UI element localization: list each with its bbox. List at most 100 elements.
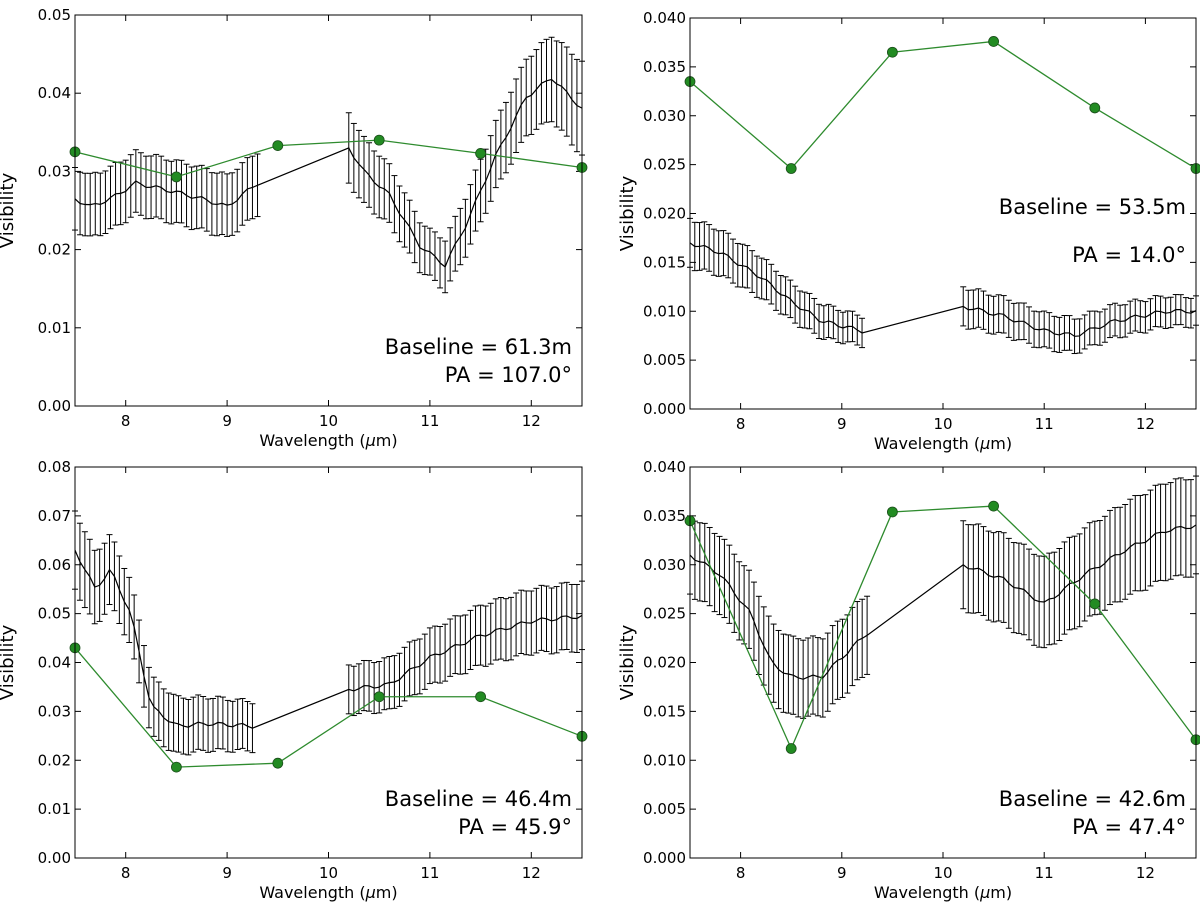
panel-4-xlabel: Wavelength (μm)	[874, 883, 1012, 902]
y-tick-label: 0.035	[643, 507, 686, 525]
xlabel-text: Wavelength (	[874, 434, 980, 453]
panel-3-frame	[74, 466, 583, 859]
model-line	[74, 647, 583, 768]
model-point	[475, 148, 487, 159]
x-tick-label: 11	[1035, 864, 1054, 882]
y-tick-label: 0.040	[643, 9, 686, 27]
y-tick-label: 0.02	[38, 751, 71, 769]
y-tick-label: 0.015	[643, 253, 686, 271]
panel-4-ylabel: Visibility	[617, 624, 638, 700]
observed-line	[689, 524, 1197, 680]
x-tick-label: 12	[1136, 864, 1155, 882]
y-tick-label: 0.01	[38, 319, 71, 337]
xlabel-mu: μ	[365, 883, 376, 902]
y-tick-label: 0.030	[643, 107, 686, 125]
panel-2: Baseline = 53.5m PA = 14.0° Wavelength (…	[617, 9, 1200, 453]
model-line	[689, 40, 1197, 170]
x-tick-label: 8	[121, 864, 131, 882]
y-tick-label: 0.005	[643, 800, 686, 818]
model-point	[475, 691, 487, 703]
model-point	[373, 134, 385, 146]
x-tick-label: 8	[736, 415, 746, 433]
model-point	[988, 500, 999, 512]
model-point	[272, 757, 284, 769]
model-line	[689, 505, 1197, 751]
x-tick-label: 8	[121, 412, 131, 430]
model-point	[1089, 102, 1101, 114]
xlabel-text: Wavelength (	[874, 883, 980, 902]
y-tick-label: 0.020	[643, 654, 686, 672]
model-point	[887, 506, 898, 518]
xlabel-mu: μ	[365, 431, 376, 450]
model-point	[988, 36, 999, 47]
x-tick-label: 11	[420, 412, 439, 430]
xlabel-unit: m)	[376, 883, 398, 902]
xlabel-mu: μ	[979, 434, 990, 453]
xlabel-mu: μ	[979, 883, 990, 902]
panel-1-ylabel: Visibility	[0, 172, 18, 248]
y-tick-label: 0.010	[643, 751, 686, 769]
x-tick-label: 12	[522, 412, 541, 430]
xlabel-unit: m)	[990, 883, 1012, 902]
model-point	[1089, 598, 1101, 610]
panel-2-baseline: Baseline = 53.5m	[999, 195, 1186, 219]
x-tick-label: 9	[837, 864, 847, 882]
y-tick-label: 0.00	[38, 397, 71, 415]
model-point	[887, 46, 898, 58]
panel-2-xlabel: Wavelength (μm)	[874, 434, 1012, 453]
y-tick-label: 0.025	[643, 605, 686, 623]
panel-1-frame	[74, 14, 583, 407]
model-point	[785, 163, 797, 174]
x-tick-label: 9	[837, 415, 847, 433]
model-point	[373, 691, 385, 703]
y-tick-label: 0.05	[38, 6, 71, 24]
panel-4-pa: PA = 47.4°	[1072, 815, 1186, 839]
y-tick-label: 0.08	[38, 458, 71, 476]
panel-1-xlabel: Wavelength (μm)	[259, 431, 397, 450]
xlabel-unit: m)	[990, 434, 1012, 453]
x-tick-label: 9	[222, 864, 232, 882]
panel-2-frame	[689, 17, 1197, 410]
model-point	[170, 761, 182, 773]
x-tick-label: 10	[319, 864, 338, 882]
model-point	[170, 171, 182, 183]
y-tick-label: 0.06	[38, 556, 71, 574]
panel-4-frame	[689, 466, 1197, 859]
x-tick-label: 10	[933, 415, 952, 433]
y-tick-label: 0.00	[38, 849, 71, 867]
x-tick-label: 10	[319, 412, 338, 430]
model-point	[272, 140, 284, 151]
y-tick-label: 0.000	[643, 849, 686, 867]
panel-4: Baseline = 42.6m PA = 47.4° Wavelength (…	[617, 458, 1200, 902]
panel-2-ylabel: Visibility	[617, 175, 638, 251]
y-tick-label: 0.04	[38, 654, 71, 672]
observed-line	[74, 549, 583, 729]
y-tick-label: 0.03	[38, 162, 71, 180]
panel-3-ylabel: Visibility	[0, 624, 18, 700]
x-tick-label: 12	[1136, 415, 1155, 433]
observed-line	[689, 242, 1197, 337]
y-tick-label: 0.07	[38, 507, 71, 525]
panel-3: Baseline = 46.4m PA = 45.9° Wavelength (…	[0, 458, 588, 902]
x-tick-label: 10	[933, 864, 952, 882]
y-tick-label: 0.020	[643, 205, 686, 223]
x-tick-label: 11	[420, 864, 439, 882]
panel-1: Baseline = 61.3m PA = 107.0° Wavelength …	[0, 6, 588, 450]
panel-1-pa: PA = 107.0°	[445, 363, 572, 387]
panel-3-pa: PA = 45.9°	[458, 815, 572, 839]
panel-4-baseline: Baseline = 42.6m	[999, 787, 1186, 811]
panel-1-baseline: Baseline = 61.3m	[385, 335, 572, 359]
x-tick-label: 11	[1035, 415, 1054, 433]
y-tick-label: 0.035	[643, 58, 686, 76]
model-point	[785, 743, 797, 754]
observed-line	[74, 78, 583, 268]
y-tick-label: 0.02	[38, 241, 71, 259]
y-tick-label: 0.05	[38, 605, 71, 623]
y-tick-label: 0.04	[38, 84, 71, 102]
x-tick-label: 12	[522, 864, 541, 882]
y-tick-label: 0.005	[643, 351, 686, 369]
y-tick-label: 0.040	[643, 458, 686, 476]
x-tick-label: 9	[222, 412, 232, 430]
y-tick-label: 0.000	[643, 400, 686, 418]
